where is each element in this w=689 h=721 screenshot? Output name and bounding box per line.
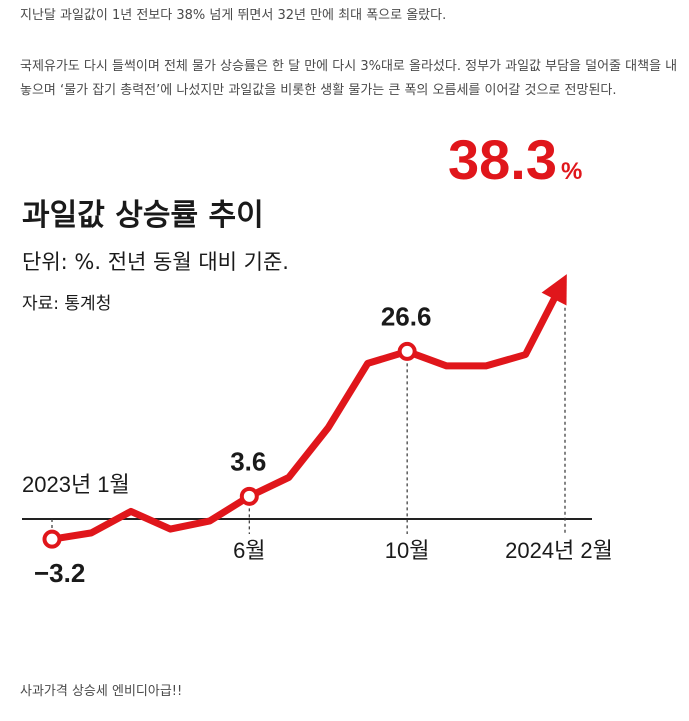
- series-arrowhead: [541, 274, 567, 306]
- chart-subtitle: 단위: %. 전년 동월 대비 기준.: [22, 250, 289, 274]
- x-tick-label: 2024년 2월: [505, 538, 613, 563]
- data-point: [397, 341, 417, 361]
- final-value-label: 38.3%: [448, 128, 582, 191]
- chart-title: 과일값 상승률 추이: [22, 198, 264, 233]
- final-unit: %: [561, 158, 582, 185]
- data-label: −3.2: [34, 558, 85, 588]
- data-point: [239, 486, 259, 506]
- final-value: 38.3: [448, 128, 557, 191]
- series-line: [48, 291, 560, 543]
- article-paragraph-1: 지난달 과일값이 1년 전보다 38% 넘게 뛰면서 32년 만에 최대 폭으로…: [20, 8, 447, 23]
- data-label: 26.6: [381, 301, 432, 331]
- x-tick-label: 10월: [385, 538, 430, 563]
- data-point: [42, 529, 62, 549]
- x-tick-label: 2023년 1월: [22, 472, 130, 497]
- data-label: 3.6: [230, 446, 266, 476]
- article-paragraph-3: 사과가격 상승세 엔비디아급!!: [20, 684, 183, 699]
- article-paragraph-2: 국제유가도 다시 들썩이며 전체 물가 상승률은 한 달 만에 다시 3%대로 …: [20, 59, 678, 98]
- fruit-price-chart: 과일값 상승률 추이 단위: %. 전년 동월 대비 기준. 자료: 통계청 −…: [22, 128, 613, 588]
- x-tick-label: 6월: [233, 538, 265, 563]
- chart-source: 자료: 통계청: [22, 294, 111, 314]
- chart-marks: −3.2 3.6 26.6 2023년 1월 6월 10월 2024년 2월: [22, 274, 613, 588]
- svg-text:38.3%: 38.3%: [448, 128, 582, 191]
